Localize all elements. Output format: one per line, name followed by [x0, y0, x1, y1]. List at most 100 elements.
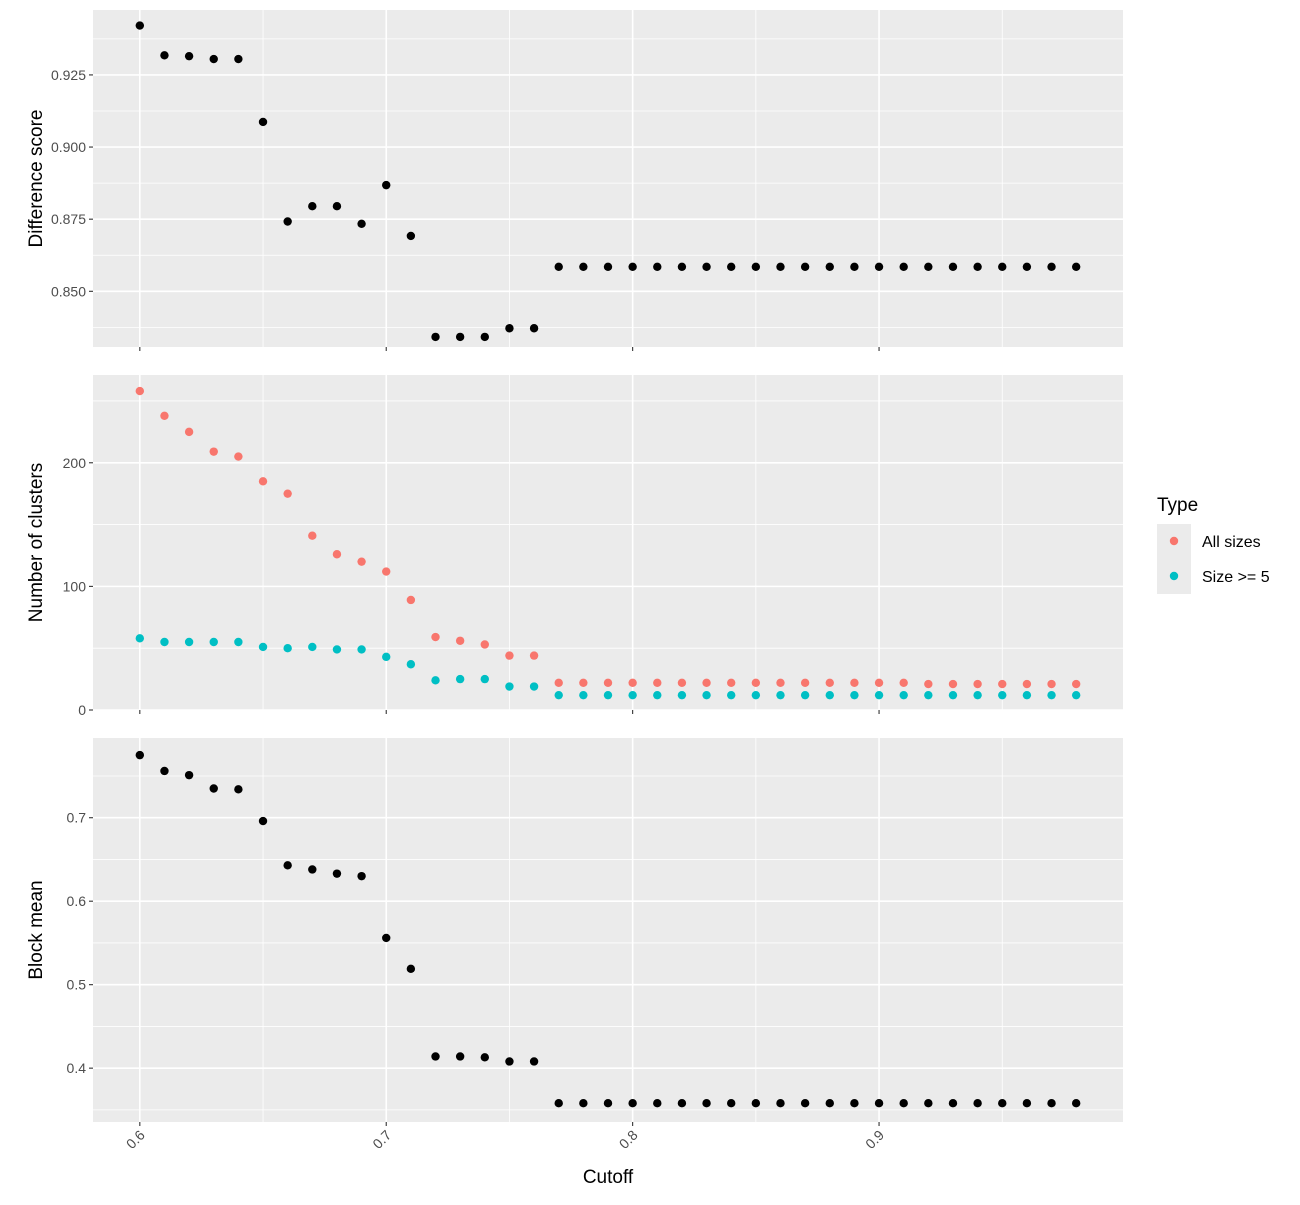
data-point: [160, 51, 169, 60]
y-tick-label: 0.6: [67, 893, 87, 909]
data-point: [1071, 262, 1081, 271]
series-1: [135, 386, 1081, 689]
data-point: [209, 637, 218, 647]
data-point: [702, 1099, 711, 1108]
data-point: [653, 678, 662, 688]
data-point: [653, 262, 662, 271]
x-axis-title: Cutoff: [583, 1167, 634, 1188]
data-point: [357, 871, 366, 881]
data-point: [135, 386, 145, 396]
y-axis-title: Difference score: [26, 110, 47, 248]
data-point: [382, 652, 391, 662]
data-point: [455, 1052, 465, 1061]
y-tick-label: 100: [63, 578, 87, 594]
data-point: [702, 262, 711, 271]
series-1: [135, 21, 1081, 342]
series-1: [135, 750, 1081, 1108]
data-point: [406, 595, 416, 605]
data-point: [998, 690, 1007, 700]
data-point: [973, 690, 982, 700]
x-tick-label: 0.7: [369, 1127, 394, 1152]
data-point: [135, 21, 145, 30]
y-tick-label: 0: [78, 702, 86, 718]
data-point: [234, 785, 243, 794]
data-point: [702, 678, 711, 688]
data-point: [874, 690, 884, 700]
data-point: [184, 770, 194, 780]
data-point: [874, 262, 884, 271]
x-tick-label: 0.9: [862, 1127, 887, 1152]
data-point: [677, 690, 687, 700]
data-point: [751, 690, 761, 700]
data-point: [1047, 1099, 1056, 1108]
data-point: [973, 679, 982, 689]
data-point: [431, 632, 440, 642]
data-point: [505, 651, 514, 660]
data-point: [1022, 1099, 1032, 1108]
data-point: [727, 678, 736, 688]
data-point: [899, 678, 908, 688]
data-point: [529, 324, 539, 333]
data-point: [653, 1099, 662, 1108]
data-point: [283, 861, 292, 870]
data-point: [135, 634, 145, 643]
x-tick-label: 0.6: [123, 1127, 148, 1152]
data-point: [283, 217, 292, 226]
data-point: [628, 1099, 637, 1108]
data-point: [234, 452, 243, 461]
data-point: [431, 676, 440, 685]
legend-title: Type: [1157, 495, 1198, 516]
legend-key: [1169, 571, 1179, 581]
data-point: [406, 231, 416, 241]
data-point: [184, 51, 194, 61]
data-point: [850, 678, 859, 688]
y-tick-label: 0.925: [51, 67, 86, 83]
data-point: [184, 637, 194, 647]
data-point: [1071, 679, 1081, 689]
data-point: [1071, 1099, 1081, 1108]
y-tick-label: 0.7: [67, 810, 87, 826]
data-point: [727, 262, 736, 271]
data-point: [948, 690, 958, 700]
data-point: [677, 678, 687, 688]
data-point: [948, 679, 958, 689]
data-point: [1047, 679, 1056, 689]
data-point: [924, 1099, 933, 1108]
y-tick-label: 0.850: [51, 283, 86, 299]
data-point: [283, 643, 292, 653]
data-point: [874, 1099, 884, 1108]
data-point: [505, 682, 514, 691]
data-point: [776, 262, 785, 271]
data-point: [357, 557, 366, 566]
data-point: [209, 447, 218, 456]
data-point: [308, 642, 317, 652]
data-point: [406, 660, 416, 669]
y-tick-label: 200: [63, 455, 87, 471]
data-point: [751, 262, 761, 271]
data-point: [800, 1099, 810, 1108]
data-point: [160, 766, 169, 776]
data-point: [234, 54, 243, 64]
data-point: [579, 262, 588, 271]
data-point: [554, 678, 563, 688]
data-point: [332, 645, 342, 654]
data-point: [258, 477, 268, 486]
data-point: [135, 750, 145, 760]
data-point: [332, 550, 342, 559]
data-point: [677, 262, 687, 271]
data-point: [924, 262, 933, 271]
data-point: [702, 690, 711, 700]
data-point: [727, 1099, 736, 1108]
data-point: [628, 678, 637, 688]
data-point: [603, 262, 613, 271]
data-point: [480, 640, 489, 649]
data-point: [603, 678, 613, 688]
panel-background: [93, 738, 1123, 1122]
data-point: [258, 816, 268, 826]
data-point: [628, 262, 637, 271]
data-point: [357, 219, 366, 228]
data-point: [234, 637, 243, 647]
data-point: [653, 690, 662, 700]
data-point: [727, 690, 736, 700]
data-point: [579, 678, 588, 688]
